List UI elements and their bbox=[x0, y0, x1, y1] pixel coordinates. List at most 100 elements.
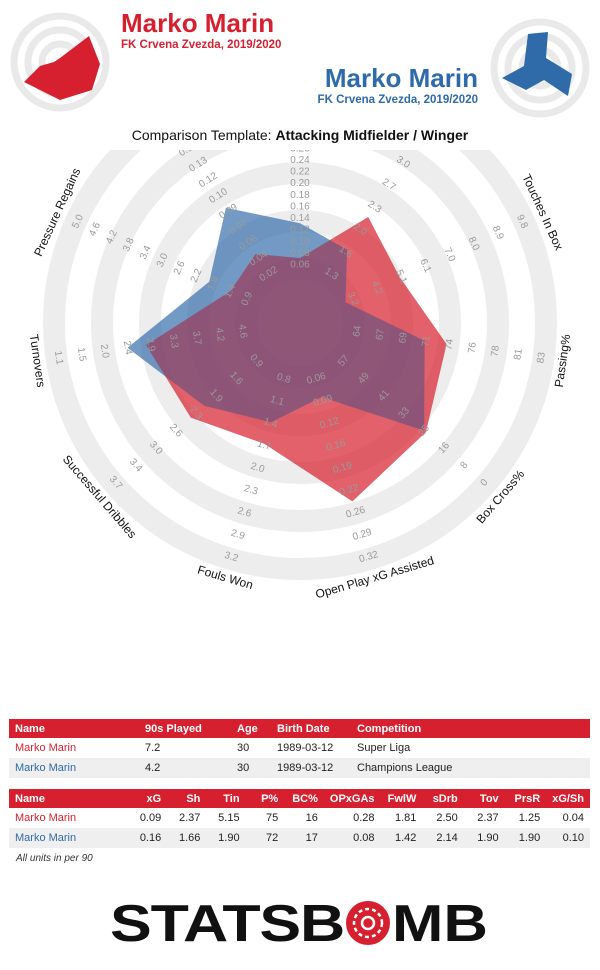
col-header: Name bbox=[9, 719, 139, 738]
player-b-name: Marko Marin bbox=[324, 63, 478, 93]
col-header: xG bbox=[128, 789, 168, 808]
player-info-table: Name 90s Played Age Birth Date Competiti… bbox=[9, 719, 590, 778]
tick-label: 0.26 bbox=[345, 504, 367, 520]
tick-label: 0.08 bbox=[290, 248, 310, 259]
tick-label: 4.2 bbox=[213, 327, 226, 343]
table-row: Marko Marin 7.2 30 1989-03-12 Super Liga bbox=[9, 738, 590, 758]
tick-label: 0.24 bbox=[290, 155, 310, 166]
tick-label: 0.14 bbox=[290, 213, 310, 224]
svg-text:STATSB: STATSB bbox=[110, 898, 344, 948]
tick-label: 3.8 bbox=[121, 236, 137, 254]
tick-label: 3.4 bbox=[138, 244, 154, 262]
player-b-radar-icon bbox=[490, 18, 590, 123]
cell: 0.16 bbox=[128, 828, 168, 848]
tick-label: 1.7 bbox=[256, 438, 273, 453]
tick-label: 4.2 bbox=[104, 228, 120, 246]
cell: Marko Marin bbox=[9, 808, 129, 828]
cell: 1.25 bbox=[504, 808, 547, 828]
tick-label: 0.15 bbox=[177, 150, 200, 159]
col-header: Tov bbox=[463, 789, 505, 808]
cell: 2.37 bbox=[463, 808, 505, 828]
col-header: Birth Date bbox=[271, 719, 351, 738]
tick-label: 64 bbox=[351, 325, 364, 338]
radar-ring bbox=[91, 150, 509, 532]
tick-label: 2.4 bbox=[121, 340, 134, 356]
tick-label: 71 bbox=[420, 334, 433, 347]
col-header: Age bbox=[231, 719, 271, 738]
col-header: Sh bbox=[167, 789, 207, 808]
tick-label: 0 bbox=[479, 477, 491, 489]
cell: 1.81 bbox=[380, 808, 423, 828]
tick-label: 2.9 bbox=[230, 528, 247, 543]
tick-label: 8.0 bbox=[466, 235, 482, 253]
tick-label: 0.8 bbox=[275, 372, 292, 387]
cell: 1.90 bbox=[504, 828, 547, 848]
cell: 5.15 bbox=[206, 808, 246, 828]
statsbomb-logo: STATSB MB bbox=[110, 895, 490, 953]
cell: Champions League bbox=[351, 758, 590, 778]
col-header: Competition bbox=[351, 719, 590, 738]
tick-label: 1.8 bbox=[206, 275, 222, 293]
cell: 0.04 bbox=[546, 808, 590, 828]
tick-label: 0.19 bbox=[332, 460, 354, 476]
cell: Super Liga bbox=[351, 738, 590, 758]
tick-label: 1.1 bbox=[269, 394, 286, 409]
player-a-name: Marko Marin bbox=[121, 8, 275, 38]
tick-label: 0.32 bbox=[358, 549, 380, 565]
table-row: Marko Marin 0.09 2.37 5.15 75 16 0.28 1.… bbox=[9, 808, 590, 828]
player-b-header: Marko Marin FK Crvena Zvezda, 2019/2020 bbox=[318, 63, 478, 106]
cell: 0.09 bbox=[128, 808, 168, 828]
tick-label: 5.0 bbox=[70, 213, 86, 231]
tick-label: 0.16 bbox=[290, 202, 310, 213]
tick-label: 7.0 bbox=[441, 246, 457, 264]
tick-label: 3.2 bbox=[223, 550, 240, 565]
tick-label: 1.1 bbox=[52, 350, 65, 366]
tick-label: 0.9 bbox=[239, 290, 255, 308]
tick-label: 0.22 bbox=[338, 482, 360, 498]
tick-label: 9.8 bbox=[514, 213, 530, 231]
cell: 4.2 bbox=[139, 758, 231, 778]
radar-chart: 0.060.080.100.120.140.160.180.200.220.24… bbox=[27, 150, 573, 601]
tick-label: 0.09 bbox=[312, 393, 334, 409]
cell: 2.14 bbox=[422, 828, 464, 848]
cell: 0.08 bbox=[323, 828, 381, 848]
tick-label: 0.12 bbox=[290, 225, 310, 236]
template-prefix: Comparison Template: bbox=[131, 127, 272, 143]
col-header: FwlW bbox=[380, 789, 423, 808]
table-header-row: Name xG Sh Tin P% BC% OPxGAs FwlW sDrb T… bbox=[9, 789, 590, 808]
tick-label: 1.4 bbox=[223, 282, 239, 300]
tick-label: 69 bbox=[397, 331, 410, 344]
cell: Marko Marin bbox=[9, 758, 139, 778]
col-header: P% bbox=[245, 789, 285, 808]
cell: 7.2 bbox=[139, 738, 231, 758]
tick-label: 76 bbox=[466, 341, 479, 354]
tick-label: 81 bbox=[512, 348, 525, 361]
tick-label: 4.6 bbox=[236, 324, 249, 340]
col-header: 90s Played bbox=[139, 719, 231, 738]
units-footnote: All units in per 90 bbox=[16, 853, 93, 864]
tick-label: 5.1 bbox=[393, 268, 409, 286]
player-b-team-season: FK Crvena Zvezda, 2019/2020 bbox=[317, 94, 478, 106]
cell: Marko Marin bbox=[9, 828, 129, 848]
cell: 17 bbox=[284, 828, 324, 848]
cell: 30 bbox=[231, 758, 271, 778]
tick-label: 2.6 bbox=[172, 259, 188, 277]
tick-label: 8 bbox=[458, 459, 470, 471]
tick-label: 0.29 bbox=[351, 527, 373, 543]
col-header: Tin bbox=[206, 789, 246, 808]
radar-ring bbox=[139, 162, 461, 484]
tick-label: 2.2 bbox=[189, 267, 205, 285]
tick-label: 83 bbox=[535, 351, 548, 364]
tick-label: 0.12 bbox=[319, 415, 341, 431]
tick-label: 3.0 bbox=[155, 251, 171, 269]
col-header: xG/Sh bbox=[546, 789, 590, 808]
table-header-row: Name 90s Played Age Birth Date Competiti… bbox=[9, 719, 590, 738]
comparison-template: Comparison Template: Attacking Midfielde… bbox=[0, 127, 600, 143]
cell: 0.10 bbox=[546, 828, 590, 848]
tick-label: 0.10 bbox=[290, 236, 310, 247]
cell: 0.28 bbox=[323, 808, 381, 828]
tick-label: 3.2 bbox=[345, 290, 361, 308]
tick-label: 0.18 bbox=[290, 190, 310, 201]
tick-label: 0.22 bbox=[290, 167, 310, 178]
tick-label: 0.26 bbox=[290, 150, 310, 154]
